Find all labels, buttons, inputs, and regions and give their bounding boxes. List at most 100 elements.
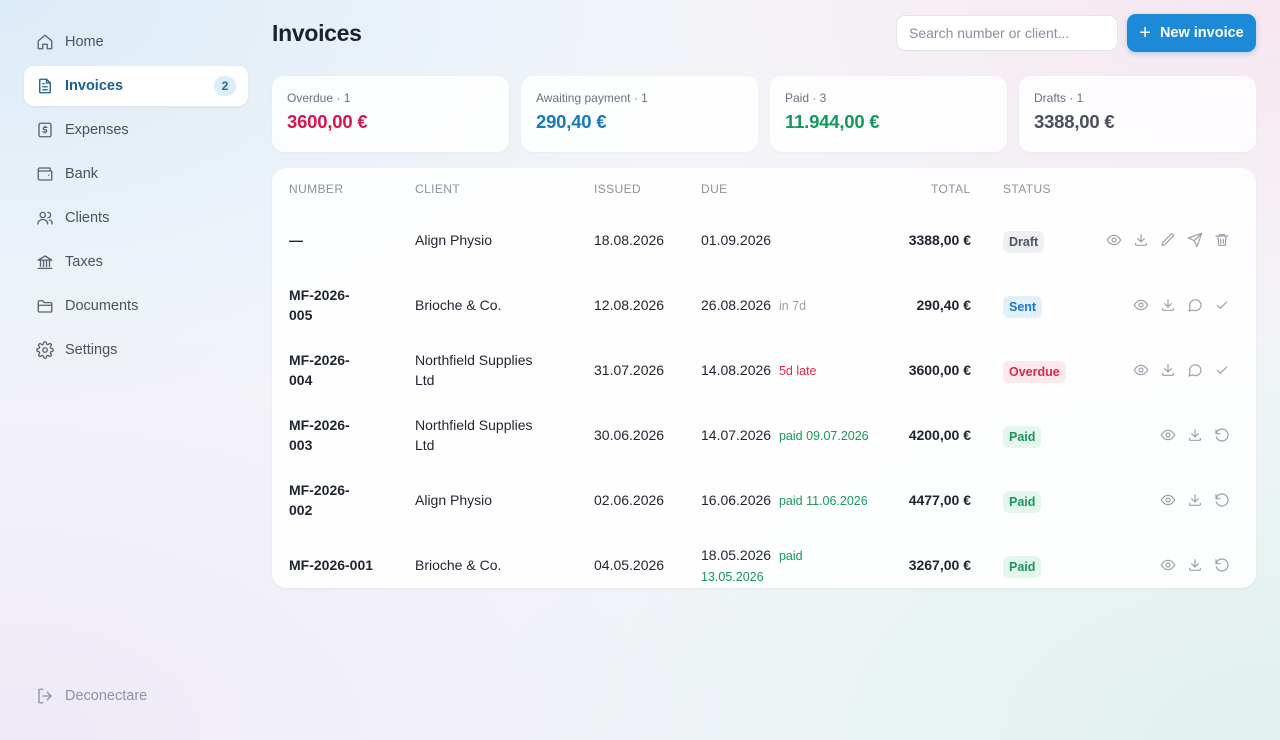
- invoice-number[interactable]: —: [289, 232, 303, 248]
- bank-building-icon: [36, 253, 54, 271]
- client-name: Northfield Supplies Ltd: [415, 417, 533, 453]
- due-date: 18.05.2026: [701, 547, 772, 563]
- invoices-table: NUMBER CLIENT ISSUED DUE TOTAL STATUS — A…: [272, 168, 1256, 588]
- eye-icon[interactable]: [1160, 492, 1176, 508]
- chat-icon[interactable]: [1187, 297, 1203, 313]
- eye-icon[interactable]: [1133, 297, 1149, 313]
- sidebar-item-home[interactable]: Home: [24, 22, 248, 62]
- summary-card-label: Drafts · 1: [1034, 91, 1084, 105]
- column-header-total[interactable]: TOTAL: [931, 182, 971, 196]
- summary-card-drafts: Drafts · 1 3388,00 €: [1019, 76, 1256, 152]
- sidebar-item-label: Taxes: [65, 254, 103, 270]
- due-cell: 26.08.2026 in 7d: [701, 295, 931, 316]
- due-cell: 14.08.2026 5d late: [701, 360, 931, 381]
- trash-icon[interactable]: [1214, 232, 1230, 248]
- sidebar-item-invoices[interactable]: Invoices 2: [24, 66, 248, 106]
- invoice-number[interactable]: MF-2026-001: [289, 557, 374, 573]
- check-icon[interactable]: [1214, 362, 1230, 378]
- sidebar-item-label: Clients: [65, 210, 110, 226]
- sidebar-item-clients[interactable]: Clients: [24, 198, 248, 238]
- undo-icon[interactable]: [1214, 557, 1230, 573]
- table-row[interactable]: — Align Physio 18.08.2026 01.09.2026 3388,00…: [272, 208, 1256, 273]
- column-header-client[interactable]: CLIENT: [415, 182, 461, 196]
- check-icon[interactable]: [1214, 297, 1230, 313]
- download-icon[interactable]: [1187, 557, 1203, 573]
- invoice-total: 3600,00 €: [908, 362, 971, 378]
- column-header-number[interactable]: NUMBER: [289, 182, 344, 196]
- summary-card-label: Awaiting payment · 1: [536, 91, 648, 105]
- table-row[interactable]: MF-2026-005 Brioche & Co. 12.08.2026 26.08.…: [272, 273, 1256, 338]
- download-icon[interactable]: [1133, 232, 1149, 248]
- download-icon[interactable]: [1160, 297, 1176, 313]
- summary-card-value: 3600,00 €: [287, 111, 368, 132]
- invoice-number[interactable]: MF-2026-004: [289, 352, 350, 388]
- column-header-status[interactable]: STATUS: [1003, 182, 1051, 196]
- issued-date: 18.08.2026: [594, 232, 665, 248]
- sidebar-item-label: Invoices: [65, 78, 124, 94]
- download-icon[interactable]: [1160, 362, 1176, 378]
- sidebar-item-documents[interactable]: Documents: [24, 286, 248, 326]
- status-badge: Draft: [1003, 231, 1045, 253]
- undo-icon[interactable]: [1214, 427, 1230, 443]
- new-invoice-button[interactable]: + New invoice: [1127, 14, 1256, 52]
- eye-icon[interactable]: [1106, 232, 1122, 248]
- eye-icon[interactable]: [1160, 557, 1176, 573]
- logout-button[interactable]: Deconectare: [24, 676, 248, 716]
- sidebar-item-label: Expenses: [65, 122, 129, 138]
- due-date: 14.07.2026: [701, 427, 772, 443]
- summary-card-label: Paid · 3: [785, 91, 827, 105]
- status-badge: Sent: [1003, 296, 1043, 318]
- wallet-icon: [36, 165, 54, 183]
- issued-date: 12.08.2026: [594, 297, 665, 313]
- search-input[interactable]: [896, 15, 1118, 51]
- client-name: Brioche & Co.: [415, 557, 502, 573]
- status-badge: Overdue: [1003, 361, 1066, 383]
- download-icon[interactable]: [1187, 427, 1203, 443]
- sidebar-item-expenses[interactable]: Expenses: [24, 110, 248, 150]
- sidebar-item-settings[interactable]: Settings: [24, 330, 248, 370]
- eye-icon[interactable]: [1133, 362, 1149, 378]
- send-icon[interactable]: [1187, 232, 1203, 248]
- gear-icon: [36, 341, 54, 359]
- due-cell: 18.05.2026 paid 13.05.2026: [701, 545, 836, 587]
- client-name: Align Physio: [415, 232, 493, 248]
- status-badge: Paid: [1003, 556, 1042, 578]
- undo-icon[interactable]: [1214, 492, 1230, 508]
- due-cell: 16.06.2026 paid 11.06.2026: [701, 490, 931, 511]
- folder-icon: [36, 297, 54, 315]
- pencil-icon[interactable]: [1160, 232, 1176, 248]
- invoice-number[interactable]: MF-2026-002: [289, 482, 350, 518]
- client-name: Northfield Supplies Ltd: [415, 352, 533, 388]
- due-note: paid 09.07.2026: [778, 429, 869, 443]
- invoice-number[interactable]: MF-2026-005: [289, 287, 350, 323]
- page-title: Invoices: [272, 20, 362, 46]
- download-icon[interactable]: [1187, 492, 1203, 508]
- table-row[interactable]: MF-2026-003 Northfield Supplies Ltd 30.06.…: [272, 403, 1256, 468]
- table-row[interactable]: MF-2026-001 Brioche & Co. 04.05.2026 18.05.…: [272, 533, 1256, 598]
- chat-icon[interactable]: [1187, 362, 1203, 378]
- invoice-number[interactable]: MF-2026-003: [289, 417, 350, 453]
- summary-card-overdue: Overdue · 1 3600,00 €: [272, 76, 509, 152]
- dollar-receipt-icon: [36, 121, 54, 139]
- sidebar-item-label: Settings: [65, 342, 118, 358]
- due-date: 14.08.2026: [701, 362, 772, 378]
- sidebar-item-taxes[interactable]: Taxes: [24, 242, 248, 282]
- sidebar-nav: Home Invoices 2 Expenses Bank Clients Ta…: [24, 22, 248, 374]
- invoice-total: 4477,00 €: [908, 492, 971, 508]
- eye-icon[interactable]: [1160, 427, 1176, 443]
- column-header-issued[interactable]: ISSUED: [594, 182, 642, 196]
- column-header-due[interactable]: DUE: [701, 182, 728, 196]
- due-date: 26.08.2026: [701, 297, 772, 313]
- due-cell: 14.07.2026 paid 09.07.2026: [701, 425, 931, 446]
- due-date: 16.06.2026: [701, 492, 772, 508]
- users-icon: [36, 209, 54, 227]
- invoice-total: 290,40 €: [916, 297, 972, 313]
- issued-date: 31.07.2026: [594, 362, 665, 378]
- logout-icon: [36, 687, 54, 705]
- table-row[interactable]: MF-2026-004 Northfield Supplies Ltd 31.07.…: [272, 338, 1256, 403]
- table-row[interactable]: MF-2026-002 Align Physio 02.06.2026 16.06.2…: [272, 468, 1256, 533]
- sidebar-item-label: Documents: [65, 298, 139, 314]
- sidebar-item-bank[interactable]: Bank: [24, 154, 248, 194]
- summary-card-value: 3388,00 €: [1034, 111, 1115, 132]
- sidebar-item-label: Home: [65, 34, 104, 50]
